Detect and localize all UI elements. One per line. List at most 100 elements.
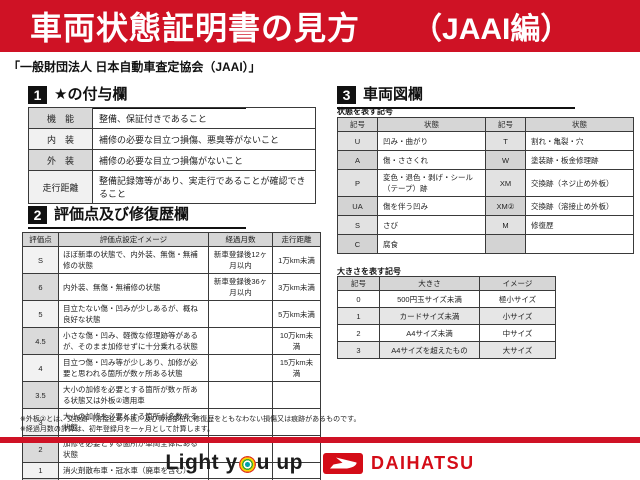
column-header: 大きさ bbox=[379, 276, 480, 291]
daihatsu-mark-icon bbox=[322, 452, 363, 474]
table-header-row: 記号 大きさ イメージ bbox=[337, 276, 556, 291]
table-cell: 修復歴 bbox=[525, 215, 634, 235]
table-cell bbox=[485, 234, 526, 254]
table-row: 4 目立つ傷・凹み等が少しあり、加修が必要と思われる箇所が数ヶ所ある状態 15万km… bbox=[22, 354, 321, 382]
table-row: 1 カードサイズ未満 小サイズ bbox=[337, 307, 556, 325]
footer-logos: Light y u up DAIHATSU bbox=[0, 446, 640, 480]
table-cell: 4 bbox=[22, 354, 59, 382]
table-cell: UA bbox=[337, 196, 378, 216]
table-cell: 傷を伴う凹み bbox=[377, 196, 486, 216]
column-header: 記号 bbox=[337, 117, 378, 132]
table-row: 5 目立たない傷・凹みが少しあるが、概ね良好な状態 5万km未満 bbox=[22, 300, 321, 328]
table-header-row: 評価点 評価点設定イメージ 経過月数 走行距離 bbox=[22, 232, 321, 247]
column-header: イメージ bbox=[479, 276, 556, 291]
table-cell: 5 bbox=[22, 300, 59, 328]
table-cell: M bbox=[485, 215, 526, 235]
light-you-up-logo: Light y u up bbox=[165, 451, 303, 475]
table-cell: 内 装 bbox=[28, 128, 93, 150]
table-row: UA 傷を伴う凹み XM② 交換跡（溶接止め外板） bbox=[337, 196, 634, 216]
column-header: 記号 bbox=[485, 117, 526, 132]
table-cell: 小サイズ bbox=[479, 307, 556, 325]
table-cell: 交換跡（溶接止め外板） bbox=[525, 196, 634, 216]
size-symbols-label: 大きさを表す記号 bbox=[337, 267, 401, 276]
table-cell: XM bbox=[485, 169, 526, 197]
table-cell: S bbox=[337, 215, 378, 235]
page-title: 車両状態証明書の見方 bbox=[30, 10, 361, 46]
table-cell: 変色・退色・剥げ・シール（テープ）跡 bbox=[377, 169, 486, 197]
table-cell bbox=[208, 300, 273, 328]
table-cell: XM② bbox=[485, 196, 526, 216]
table-cell: 走行距離 bbox=[28, 170, 93, 204]
table-cell: 腐食 bbox=[377, 234, 486, 254]
table-cell: 新車登録後36ヶ月以内 bbox=[208, 273, 273, 301]
table-cell: 中サイズ bbox=[479, 324, 556, 342]
table-cell bbox=[208, 381, 273, 409]
column-header: 状態 bbox=[525, 117, 634, 132]
table-row: A 傷・ささくれ W 塗装跡・板金修理跡 bbox=[337, 150, 634, 170]
section-number-badge: 3 bbox=[337, 86, 356, 104]
table-row: U 凹み・曲がり T 割れ・亀裂・穴 bbox=[337, 131, 634, 151]
table-cell: さび bbox=[377, 215, 486, 235]
table-cell: A4サイズ未満 bbox=[379, 324, 480, 342]
section-title: ★の付与欄 bbox=[54, 86, 128, 103]
table-row: 3 大小の加修を必要とする箇所が多数ある状態 bbox=[22, 408, 321, 436]
table-cell: 3 bbox=[22, 408, 59, 436]
table-row: S さび M 修復歴 bbox=[337, 215, 634, 235]
daihatsu-logo: DAIHATSU bbox=[322, 452, 475, 474]
table-cell: 目立たない傷・凹みが少しあるが、概ね良好な状態 bbox=[58, 300, 209, 328]
table-row: 2 A4サイズ未満 中サイズ bbox=[337, 324, 556, 342]
table-cell: 500円玉サイズ未満 bbox=[379, 290, 480, 308]
condition-symbols-label: 状態を表す記号 bbox=[337, 107, 393, 116]
column-header: 走行距離 bbox=[272, 232, 321, 247]
table-cell: 3.5 bbox=[22, 381, 59, 409]
section-number-badge: 1 bbox=[28, 86, 47, 104]
table-cell: 目立つ傷・凹み等が少しあり、加修が必要と思われる箇所が数ヶ所ある状態 bbox=[58, 354, 209, 382]
condition-symbols-table: 記号 状態 記号 状態 U 凹み・曲がり T 割れ・亀裂・穴 A 傷・ささくれ W 塗装跡・板金修理跡… bbox=[337, 117, 634, 254]
footnote-line: ※経過月数の計算は、初年登録月を一ヶ月として計算します。 bbox=[20, 425, 214, 433]
table-cell: カードサイズ未満 bbox=[379, 307, 480, 325]
page-title-edition: （JAAI編） bbox=[412, 13, 571, 46]
footnotes: ※外板②とは、交換跡（溶接止め外板）及び骨格部位に修復歴をともなわない損傷又は痕… bbox=[20, 415, 620, 434]
rating-history-table: 評価点 評価点設定イメージ 経過月数 走行距離 S ほぼ新車の状態で、内外装、無傷・無補修… bbox=[22, 232, 321, 480]
footnote-line: ※外板②とは、交換跡（溶接止め外板）及び骨格部位に修復歴をともなわない損傷又は痕… bbox=[20, 416, 361, 423]
table-row: 3.5 大小の加修を必要とする箇所が数ヶ所ある状態又は外板②適用車 bbox=[22, 381, 321, 409]
table-cell: C bbox=[337, 234, 378, 254]
daihatsu-wordmark: DAIHATSU bbox=[370, 452, 475, 473]
table-cell: 大サイズ bbox=[479, 341, 556, 359]
slogan-text-right: u up bbox=[256, 451, 303, 474]
table-cell: 外 装 bbox=[28, 149, 93, 171]
table-cell: 整備、保証付きであること bbox=[92, 107, 316, 129]
column-header: 評価点 bbox=[22, 232, 59, 247]
organization-subtitle: 「一般財団法人 日本自動車査定協会（JAAI）」 bbox=[8, 60, 261, 74]
table-row: R修復歴車 bbox=[22, 478, 321, 480]
table-cell: 凹み・曲がり bbox=[377, 131, 486, 151]
table-cell: 6 bbox=[22, 273, 59, 301]
title-banner: 車両状態証明書の見方 （JAAI編） bbox=[0, 0, 640, 52]
table-row: 4.5 小さな傷・凹み、軽微な修理跡等があるが、そのまま加修せずに十分乗れる状態 1… bbox=[22, 327, 321, 355]
table-cell: 補修の必要な目立つ損傷、悪臭等がないこと bbox=[92, 128, 316, 150]
table-cell: 整備記録簿等があり、実走行であることが確認できること bbox=[92, 170, 316, 204]
table-row: 0 500円玉サイズ未満 極小サイズ bbox=[337, 290, 556, 308]
section-title: 評価点及び修復歴欄 bbox=[54, 206, 190, 223]
table-cell: T bbox=[485, 131, 526, 151]
table-cell: ほぼ新車の状態で、内外装、無傷・無補修の状態 bbox=[58, 246, 209, 274]
table-cell: 交換跡（ネジ止め外板） bbox=[525, 169, 634, 197]
table-row: 外 装補修の必要な目立つ損傷がないこと bbox=[28, 149, 316, 171]
table-cell: 新車登録後12ヶ月以内 bbox=[208, 246, 273, 274]
table-cell: 割れ・亀裂・穴 bbox=[525, 131, 634, 151]
section-header-star: 1 ★の付与欄 bbox=[28, 83, 246, 109]
table-cell: 15万km未満 bbox=[272, 354, 321, 382]
table-row: S ほぼ新車の状態で、内外装、無傷・無補修の状態 新車登録後12ヶ月以内 1万km未満 bbox=[22, 246, 321, 274]
table-cell: 補修の必要な目立つ損傷がないこと bbox=[92, 149, 316, 171]
table-cell: 機 能 bbox=[28, 107, 93, 129]
table-row: 3 A4サイズを超えたもの 大サイズ bbox=[337, 341, 556, 359]
table-cell: 大小の加修を必要とする箇所が数ヶ所ある状態又は外板②適用車 bbox=[58, 381, 209, 409]
table-cell: 傷・ささくれ bbox=[377, 150, 486, 170]
table-cell: 3 bbox=[337, 341, 380, 359]
table-cell: 1 bbox=[337, 307, 380, 325]
table-cell: 塗装跡・板金修理跡 bbox=[525, 150, 634, 170]
table-row: 機 能整備、保証付きであること bbox=[28, 107, 316, 129]
table-cell: 4.5 bbox=[22, 327, 59, 355]
table-cell: 極小サイズ bbox=[479, 290, 556, 308]
